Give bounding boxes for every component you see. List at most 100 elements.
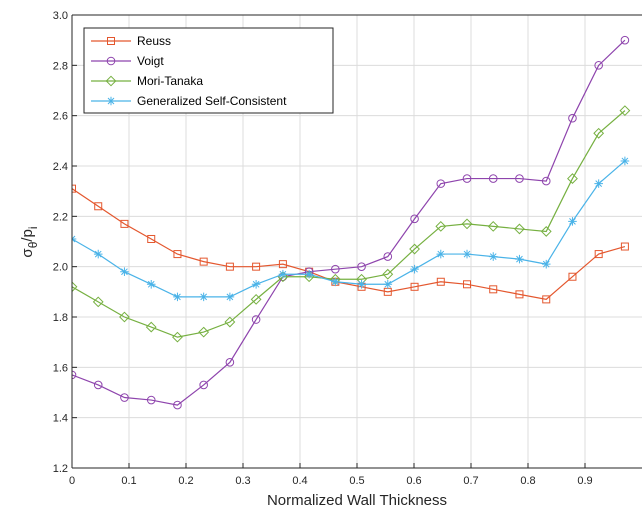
data-point	[93, 380, 103, 390]
y-label-slash: /p	[19, 229, 36, 242]
y-tick-label: 1.8	[53, 312, 68, 324]
data-point	[436, 277, 445, 286]
legend-marker	[107, 37, 115, 45]
data-point	[488, 174, 498, 183]
data-point	[72, 184, 76, 193]
data-point	[173, 292, 182, 302]
data-point	[357, 262, 366, 271]
data-point	[567, 173, 578, 184]
legend-label: Voigt	[137, 54, 164, 68]
data-point	[120, 219, 129, 228]
data-point	[252, 262, 261, 271]
data-point	[540, 226, 552, 237]
data-point	[198, 326, 210, 338]
x-tick-label: 0.7	[463, 475, 478, 487]
data-point	[278, 269, 288, 279]
data-point	[461, 218, 473, 230]
data-point	[225, 358, 235, 367]
axes: 0 0.1 0.2 0.3 0.4 0.5 0.6 0.7 0.8 0.9 1.2 1.4 1.6 1.8…	[53, 10, 642, 487]
data-point	[199, 292, 208, 302]
data-point	[172, 331, 183, 343]
data-point	[147, 234, 156, 243]
data-point	[568, 113, 577, 123]
series-line	[72, 160, 626, 298]
data-point	[410, 282, 419, 291]
series-generalized-self-consistent	[72, 156, 630, 302]
data-point	[541, 259, 551, 269]
legend-box	[83, 27, 334, 114]
y-tick-label: 2.6	[53, 111, 68, 123]
y-tick-label: 1.4	[53, 413, 68, 425]
x-tick-label: 0.2	[178, 475, 193, 487]
data-point	[304, 269, 314, 279]
series-line	[72, 110, 626, 338]
x-tick-label: 0	[69, 475, 75, 487]
data-point	[409, 243, 420, 255]
data-point	[514, 223, 525, 235]
x-tick-label: 0.8	[520, 475, 535, 487]
data-point	[410, 264, 419, 274]
legend: Reuss Voigt Mori-Tanaka Generalized Self-Co…	[83, 27, 334, 114]
data-point	[357, 279, 366, 289]
data-point	[93, 249, 103, 259]
data-point	[383, 252, 393, 261]
series-reuss	[72, 184, 629, 304]
y-tick-label: 2.4	[53, 161, 68, 173]
data-point	[72, 281, 78, 293]
legend-item: Reuss	[91, 34, 171, 48]
data-point	[331, 277, 340, 287]
x-tick-label: 0.5	[349, 475, 364, 487]
data-point	[120, 267, 129, 276]
y-tick-label: 2.8	[53, 60, 68, 72]
data-point	[145, 321, 157, 333]
series-layer	[72, 35, 631, 410]
y-tick-label: 3.0	[53, 10, 68, 22]
data-point	[593, 127, 605, 139]
data-point	[489, 285, 498, 294]
y-tick-label: 1.6	[53, 362, 68, 374]
series-mori-tanaka	[72, 105, 631, 343]
data-point	[278, 260, 287, 269]
data-point	[515, 254, 524, 264]
legend-marker	[106, 56, 116, 66]
x-tick-label: 0.9	[577, 475, 592, 487]
data-point	[225, 292, 235, 302]
legend-marker	[105, 75, 117, 87]
data-point	[146, 279, 156, 289]
data-point	[383, 279, 393, 289]
data-point	[410, 214, 419, 224]
data-point	[173, 250, 182, 259]
data-point	[251, 279, 261, 289]
data-point	[119, 311, 130, 323]
x-tick-label: 0.1	[121, 475, 136, 487]
y-tick-label: 2.0	[53, 262, 68, 274]
data-point	[436, 249, 446, 259]
y-axis-label: σθ/pi	[19, 226, 40, 257]
legend-item: Generalized Self-Consistent	[91, 94, 287, 108]
data-point	[250, 293, 262, 305]
x-axis-label: Normalized Wall Thickness	[267, 492, 447, 509]
data-point	[224, 316, 236, 328]
y-label-sigma: σ	[19, 248, 36, 258]
legend-marker	[106, 96, 116, 106]
data-point	[382, 268, 394, 280]
data-point	[120, 393, 129, 402]
data-point	[94, 202, 103, 211]
data-point	[331, 264, 340, 274]
legend-label: Generalized Self-Consistent	[137, 94, 287, 108]
data-point	[541, 176, 551, 186]
x-tick-label: 0.3	[235, 475, 250, 487]
x-tick-label: 0.6	[406, 475, 421, 487]
legend-label: Reuss	[137, 34, 171, 48]
data-point	[462, 174, 472, 183]
series-line	[72, 188, 626, 301]
data-point	[620, 242, 629, 251]
data-point	[542, 295, 551, 304]
y-tick-label: 2.2	[53, 211, 68, 223]
y-tick-label: 1.2	[53, 463, 68, 475]
data-point	[72, 370, 77, 380]
data-point	[568, 272, 577, 281]
data-point	[435, 220, 447, 232]
data-point	[515, 174, 524, 183]
data-point	[487, 220, 499, 232]
